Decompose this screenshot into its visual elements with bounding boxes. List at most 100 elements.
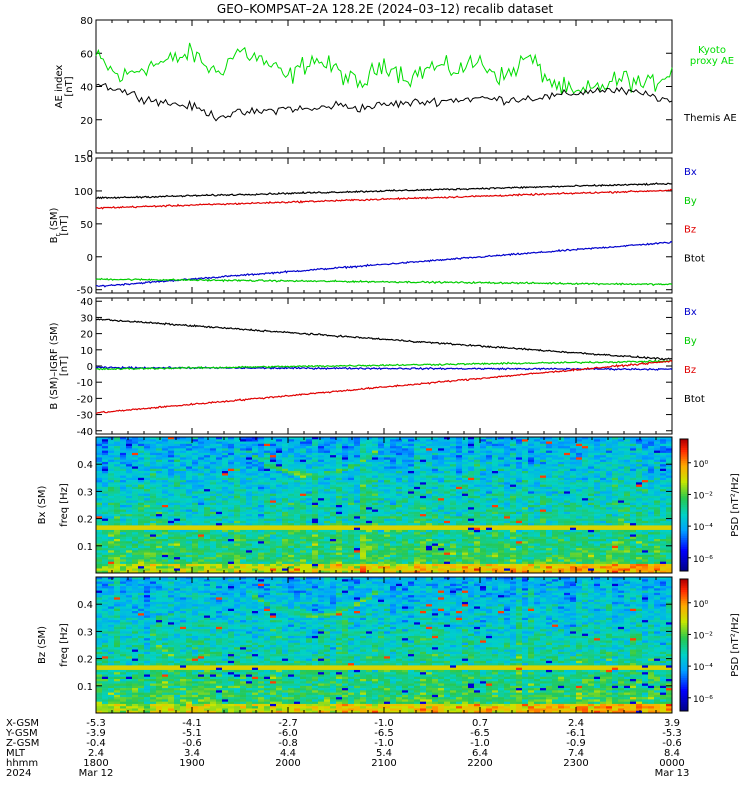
bx-spec-panel-cell <box>408 523 415 526</box>
bx-spec-panel-cell <box>390 566 397 569</box>
bx-spec-panel-cell <box>234 505 241 508</box>
bx-spec-panel-cell <box>450 516 457 519</box>
bx-spec-panel-cell <box>402 464 409 467</box>
bx-spec-panel-cell <box>420 507 427 510</box>
bx-spec-panel-cell <box>516 559 523 562</box>
bx-spec-panel-cell <box>516 498 523 501</box>
bx-spec-panel-cell <box>186 500 193 504</box>
bx-spec-panel-cell <box>234 518 241 522</box>
bigrf-panel-ytick-label: -20 <box>77 394 93 405</box>
bx-spec-panel-cell <box>342 464 349 467</box>
bx-spec-panel-cell <box>180 520 187 524</box>
bx-spec-panel-cell <box>516 536 523 540</box>
bx-spec-panel-cell <box>96 561 103 565</box>
bx-spec-panel-cell <box>426 437 433 440</box>
bx-spec-panel-cell <box>486 550 493 553</box>
bx-spec-panel-cell <box>462 441 469 445</box>
bx-spec-panel-cell <box>420 543 427 547</box>
bx-spec-panel-cell <box>282 505 289 508</box>
bx-spec-panel-cell <box>444 491 451 494</box>
bx-spec-panel-cell <box>444 464 451 467</box>
bx-spec-panel-cell <box>558 568 565 572</box>
bx-spec-panel-cell <box>462 448 469 451</box>
bx-spec-panel-cell <box>504 439 511 442</box>
bx-spec-panel-cell <box>396 563 403 567</box>
bx-spec-panel-cell <box>276 536 283 540</box>
bx-spec-panel-cell <box>228 493 235 497</box>
bx-spec-panel-cell <box>294 568 301 572</box>
bx-spec-panel-cell <box>396 457 403 460</box>
bx-spec-panel-cell <box>486 527 493 531</box>
bx-spec-panel-cell <box>348 561 355 565</box>
bx-spec-panel-cell <box>246 471 253 474</box>
bx-spec-panel-cell <box>558 439 565 442</box>
bx-spec-panel-cell <box>546 489 553 492</box>
bx-spec-panel-cell <box>126 482 133 485</box>
bx-spec-panel-cell <box>366 480 373 483</box>
bx-spec-panel-cell <box>330 554 337 558</box>
bx-spec-panel-cell <box>138 500 145 504</box>
bx-spec-panel-cell <box>420 477 427 481</box>
bx-spec-panel-cell <box>276 439 283 442</box>
bx-spec-panel-cell <box>510 446 517 449</box>
bx-spec-panel-cell <box>204 443 211 447</box>
bx-spec-panel-cell <box>114 441 121 445</box>
bx-spec-panel-cell <box>498 450 505 454</box>
bx-spec-panel-cell <box>258 568 265 572</box>
bx-spec-panel-cell <box>558 459 565 463</box>
bx-spec-panel-cell <box>420 495 427 499</box>
bx-spec-panel-cell <box>198 475 205 479</box>
bx-spec-panel-cell <box>474 536 481 540</box>
bx-spec-panel-cell <box>510 511 517 515</box>
bx-spec-panel-cell <box>102 563 109 567</box>
bx-spec-panel-cell <box>504 561 511 565</box>
bx-spec-panel-cell <box>210 471 217 474</box>
bx-spec-panel-cell <box>486 536 493 540</box>
bx-spec-panel-cell <box>402 536 409 540</box>
bx-spec-panel-cell <box>204 482 211 485</box>
bx-spec-panel-cell <box>144 527 151 531</box>
bx-spec-panel-cell <box>294 523 301 526</box>
bx-spec-panel-cell <box>330 523 337 526</box>
bx-spec-panel-cell <box>96 452 103 456</box>
bx-spec-panel-cell <box>336 491 343 494</box>
bx-spec-panel-cell <box>276 459 283 463</box>
bx-spec-panel-cell <box>522 563 529 567</box>
bx-spec-panel-cell <box>546 570 553 574</box>
bx-spec-panel-cell <box>144 480 151 483</box>
bx-spec-panel-cell <box>174 563 181 567</box>
bx-spec-panel-cell <box>402 495 409 499</box>
bx-spec-panel-cell <box>102 452 109 456</box>
bx-spec-panel-cell <box>426 532 433 535</box>
bx-spec-panel-cell <box>348 525 355 528</box>
bx-spec-panel-cell <box>300 552 307 556</box>
bx-spec-panel-cell <box>342 525 349 528</box>
bx-spec-panel-cell <box>210 511 217 515</box>
bx-spec-panel-cell <box>318 437 325 440</box>
bx-spec-panel-cell <box>234 561 241 565</box>
bx-spec-panel-cell <box>192 455 199 458</box>
bx-spec-panel-cell <box>174 455 181 458</box>
bx-spec-panel-cell <box>516 514 523 517</box>
bx-spec-panel-cell <box>132 500 139 504</box>
bx-spec-panel-cell <box>114 455 121 458</box>
bx-spec-panel-cell <box>546 464 553 467</box>
bx-spec-panel-cell <box>204 539 211 542</box>
bx-spec-panel-cell <box>198 516 205 519</box>
bx-spec-panel-cell <box>456 523 463 526</box>
bx-spec-panel-cell <box>156 491 163 494</box>
bx-spec-panel-cell <box>378 437 385 440</box>
bx-spec-panel-cell <box>534 550 541 553</box>
bx-spec-panel-cell <box>336 495 343 499</box>
bx-spec-panel-cell <box>402 525 409 528</box>
bx-spec-panel-cell <box>198 545 205 549</box>
bx-spec-panel-cell <box>216 536 223 540</box>
bx-spec-panel-cell <box>426 443 433 447</box>
bx-spec-panel-cell <box>372 466 379 470</box>
bx-spec-panel-cell <box>498 484 505 488</box>
bx-spec-panel-cell <box>312 563 319 567</box>
bx-spec-panel-cell <box>414 518 421 522</box>
bx-spec-panel-cell <box>486 568 493 572</box>
bx-spec-panel-cell <box>318 475 325 479</box>
bx-spec-panel-cell <box>378 509 385 513</box>
